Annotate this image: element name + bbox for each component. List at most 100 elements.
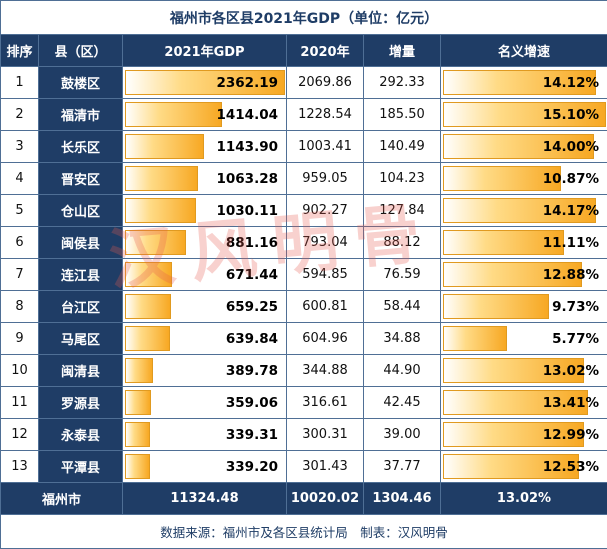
gdp2020-cell: 959.05 (287, 163, 364, 195)
increase-cell: 42.45 (364, 387, 441, 419)
gdp2021-value: 339.31 (226, 419, 278, 450)
gdp2021-bar (125, 390, 151, 415)
gdp2021-cell: 1143.90 (123, 131, 287, 163)
growth-value: 13.41% (543, 387, 599, 418)
gdp2020-cell: 1228.54 (287, 99, 364, 131)
gdp2021-bar (125, 262, 172, 287)
increase-cell: 88.12 (364, 227, 441, 259)
gdp2020-cell: 2069.86 (287, 67, 364, 99)
gdp2021-cell: 881.16 (123, 227, 287, 259)
gdp2020-cell: 344.88 (287, 355, 364, 387)
header-county: 县（区） (39, 35, 123, 67)
gdp2021-bar (125, 358, 153, 383)
table-title: 福州市各区县2021年GDP（单位：亿元） (1, 1, 607, 35)
increase-cell: 34.88 (364, 323, 441, 355)
growth-cell: 13.02% (441, 355, 607, 387)
gdp2020-cell: 1003.41 (287, 131, 364, 163)
gdp2021-value: 359.06 (226, 387, 278, 418)
increase-cell: 292.33 (364, 67, 441, 99)
increase-cell: 44.90 (364, 355, 441, 387)
county-name-cell: 平潭县 (39, 451, 123, 483)
growth-cell: 9.73% (441, 291, 607, 323)
growth-value: 12.99% (543, 419, 599, 450)
total-gdp2021: 11324.48 (123, 483, 287, 515)
growth-value: 14.12% (543, 67, 599, 98)
header-gdp2020: 2020年 (287, 35, 364, 67)
increase-cell: 58.44 (364, 291, 441, 323)
total-gdp2020: 10020.02 (287, 483, 364, 515)
total-growth: 13.02% (441, 483, 607, 515)
rank-cell: 11 (1, 387, 39, 419)
county-name-cell: 连江县 (39, 259, 123, 291)
gdp2021-value: 1414.04 (217, 99, 279, 130)
growth-cell: 12.99% (441, 419, 607, 451)
growth-cell: 5.77% (441, 323, 607, 355)
gdp2020-cell: 301.43 (287, 451, 364, 483)
header-rank: 排序 (1, 35, 39, 67)
rank-cell: 12 (1, 419, 39, 451)
county-name-cell: 闽侯县 (39, 227, 123, 259)
rank-cell: 6 (1, 227, 39, 259)
rank-cell: 10 (1, 355, 39, 387)
gdp2021-bar (125, 454, 150, 479)
gdp2021-cell: 1063.28 (123, 163, 287, 195)
rank-cell: 2 (1, 99, 39, 131)
gdp2021-cell: 359.06 (123, 387, 287, 419)
growth-value: 11.11% (543, 227, 599, 258)
gdp2021-cell: 639.84 (123, 323, 287, 355)
growth-cell: 12.53% (441, 451, 607, 483)
gdp2021-cell: 339.20 (123, 451, 287, 483)
gdp2021-value: 671.44 (226, 259, 278, 290)
header-increase: 增量 (364, 35, 441, 67)
gdp2021-bar (125, 422, 150, 447)
county-name-cell: 罗源县 (39, 387, 123, 419)
gdp2021-bar (125, 230, 186, 255)
gdp2021-value: 389.78 (226, 355, 278, 386)
rank-cell: 13 (1, 451, 39, 483)
growth-value: 12.53% (543, 451, 599, 482)
growth-cell: 14.17% (441, 195, 607, 227)
increase-cell: 127.84 (364, 195, 441, 227)
gdp2021-cell: 1030.11 (123, 195, 287, 227)
county-name-cell: 福清市 (39, 99, 123, 131)
gdp2020-cell: 300.31 (287, 419, 364, 451)
gdp2021-value: 1063.28 (217, 163, 279, 194)
county-name-cell: 马尾区 (39, 323, 123, 355)
growth-bar (443, 294, 549, 319)
gdp2021-bar (125, 294, 171, 319)
header-growth: 名义增速 (441, 35, 607, 67)
rank-cell: 5 (1, 195, 39, 227)
gdp2021-value: 639.84 (226, 323, 278, 354)
gdp2021-cell: 1414.04 (123, 99, 287, 131)
increase-cell: 76.59 (364, 259, 441, 291)
gdp2021-bar (125, 326, 170, 351)
total-name: 福州市 (1, 483, 123, 515)
gdp2021-cell: 389.78 (123, 355, 287, 387)
growth-cell: 13.41% (441, 387, 607, 419)
growth-cell: 10.87% (441, 163, 607, 195)
increase-cell: 37.77 (364, 451, 441, 483)
growth-cell: 14.12% (441, 67, 607, 99)
gdp2021-bar (125, 198, 196, 223)
gdp2021-value: 1030.11 (217, 195, 279, 226)
gdp2021-value: 2362.19 (217, 67, 279, 98)
growth-value: 13.02% (543, 355, 599, 386)
total-row: 福州市 11324.48 10020.02 1304.46 13.02% (1, 483, 607, 515)
increase-cell: 104.23 (364, 163, 441, 195)
rank-cell: 7 (1, 259, 39, 291)
increase-cell: 140.49 (364, 131, 441, 163)
source-footer: 数据来源：福州市及各区县统计局 制表：汉风明骨 (1, 515, 607, 549)
rank-cell: 4 (1, 163, 39, 195)
gdp2021-cell: 659.25 (123, 291, 287, 323)
gdp2020-cell: 793.04 (287, 227, 364, 259)
growth-cell: 12.88% (441, 259, 607, 291)
growth-cell: 11.11% (441, 227, 607, 259)
